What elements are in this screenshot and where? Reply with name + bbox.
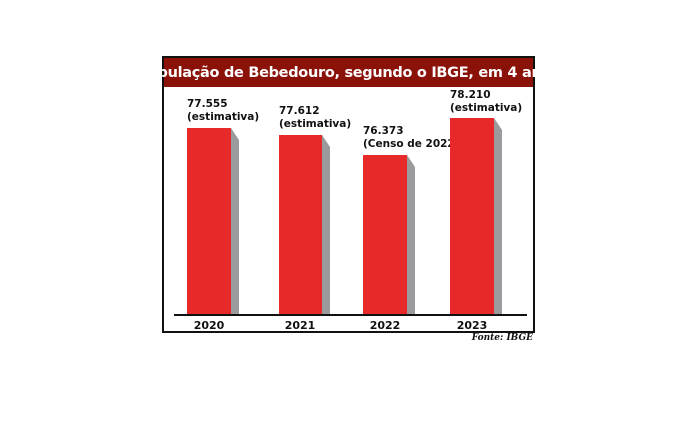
- bar-2023: [450, 118, 494, 314]
- chart-frame: População de Bebedouro, segundo o IBGE, …: [138, 56, 560, 333]
- note-2021: (estimativa): [279, 118, 352, 130]
- value-2021: 77.612: [279, 105, 320, 117]
- value-label-2020: 77.555 (estimativa): [187, 98, 259, 124]
- bar-2021: [279, 135, 322, 314]
- x-axis-baseline: [174, 314, 527, 316]
- note-2023: (estimativa): [450, 102, 523, 114]
- value-label-2023: 78.210 (estimativa): [450, 89, 522, 115]
- value-2022: 76.373: [363, 125, 404, 137]
- note-2020: (estimativa): [187, 111, 260, 123]
- bar-shadow-2020: [231, 128, 239, 314]
- source-note: Fonte: IBGE: [471, 333, 533, 343]
- bar-2020: [187, 128, 231, 314]
- year-label-2022: 2022: [369, 319, 401, 332]
- year-label-2021: 2021: [284, 319, 316, 332]
- bar-shadow-2023: [494, 118, 502, 314]
- chart-title: População de Bebedouro, segundo o IBGE, …: [138, 58, 560, 87]
- bar-shadow-2021: [322, 135, 330, 314]
- value-label-2022: 76.373 (Censo de 2022): [363, 125, 460, 151]
- bar-shadow-2022: [407, 155, 415, 314]
- note-2022: (Censo de 2022): [363, 138, 460, 150]
- year-label-2020: 2020: [193, 319, 225, 332]
- value-label-2021: 77.612 (estimativa): [279, 105, 351, 131]
- year-label-2023: 2023: [456, 319, 488, 332]
- value-2023: 78.210: [450, 89, 491, 101]
- value-2020: 77.555: [187, 98, 228, 110]
- bar-2022: [363, 155, 407, 314]
